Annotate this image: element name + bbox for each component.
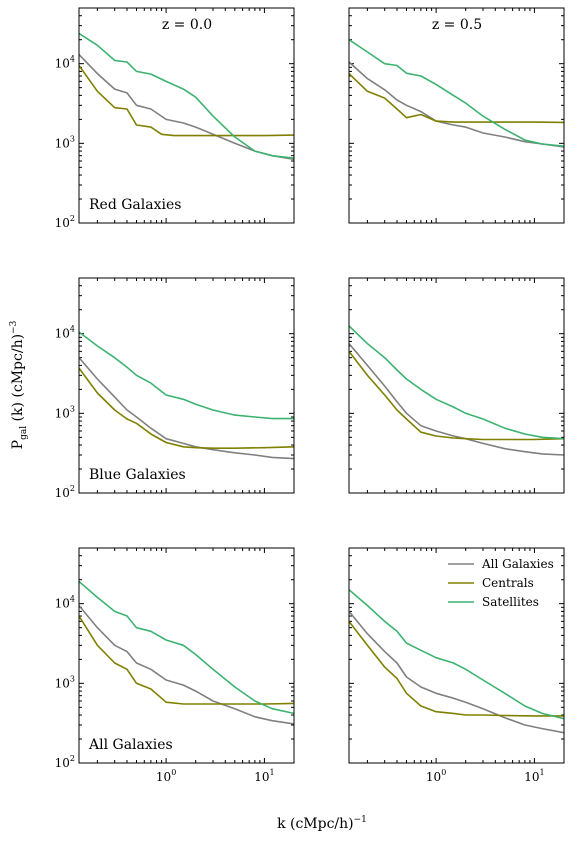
x-tick-label-base: 10: [426, 770, 441, 784]
series-line-all-galaxies: [79, 604, 294, 725]
series-line-satellites: [79, 580, 294, 715]
y-tick-label-base: 10: [55, 57, 70, 71]
y-tick-label: 102: [55, 754, 75, 770]
panel-label: Red Galaxies: [89, 197, 181, 213]
panel-title: z = 0.5: [432, 17, 482, 33]
y-tick-label: 103: [55, 134, 75, 150]
y-tick-label-exponent: 2: [70, 754, 75, 763]
y-tick-label-base: 10: [55, 597, 70, 611]
y-axis-label-exponent: −3: [9, 320, 19, 334]
x-tick-label-exponent: 0: [171, 768, 176, 777]
legend-label: Satellites: [482, 595, 539, 609]
series-line-all-galaxies: [79, 54, 294, 161]
x-axis-label-exponent: −1: [354, 815, 367, 825]
x-tick-label-base: 10: [524, 770, 539, 784]
y-tick-label-exponent: 3: [70, 404, 75, 413]
series-line-all-galaxies: [349, 61, 564, 148]
series-line-centrals: [349, 620, 564, 717]
panel-frame: [78, 277, 295, 494]
y-tick-label-base: 10: [55, 327, 70, 341]
series-line-all-galaxies: [79, 357, 294, 460]
x-tick-label-exponent: 1: [270, 768, 275, 777]
panel-label: All Galaxies: [88, 737, 173, 753]
panel-frame: [348, 547, 565, 764]
y-tick-label-exponent: 2: [70, 484, 75, 493]
x-tick-label: 101: [524, 768, 544, 784]
y-tick-label-exponent: 4: [70, 325, 75, 334]
legend-label: Centrals: [482, 576, 534, 590]
y-tick-label: 102: [55, 484, 75, 500]
panel-frame: [348, 277, 565, 494]
y-tick-label-exponent: 3: [70, 134, 75, 143]
y-tick-label-exponent: 2: [70, 214, 75, 223]
x-axis-label: k (cMpc/h)−1: [277, 815, 367, 832]
x-tick-label-exponent: 1: [540, 768, 545, 777]
y-tick-label-exponent: 4: [70, 55, 75, 64]
y-tick-label-base: 10: [55, 486, 70, 500]
legend-label: All Galaxies: [481, 557, 554, 571]
series-line-centrals: [79, 65, 294, 137]
y-tick-label: 104: [55, 55, 75, 71]
y-tick-label-base: 10: [55, 216, 70, 230]
y-tick-label: 104: [55, 595, 75, 611]
panel-frame: [78, 7, 295, 224]
panel-frame: [78, 547, 295, 764]
y-tick-label-exponent: 3: [70, 674, 75, 683]
series-line-satellites: [79, 331, 294, 420]
x-tick-label-exponent: 0: [441, 768, 446, 777]
y-tick-label: 103: [55, 674, 75, 690]
series-line-satellites: [349, 589, 564, 720]
y-axis-label-rest: (k) (cMpc/h): [10, 334, 26, 426]
series-line-all-galaxies: [349, 610, 564, 734]
series-line-centrals: [349, 73, 564, 124]
series-line-centrals: [79, 367, 294, 449]
series-line-satellites: [79, 32, 294, 159]
y-tick-label-base: 10: [55, 136, 70, 150]
series-line-satellites: [349, 325, 564, 440]
y-tick-label-base: 10: [55, 756, 70, 770]
panel-label: Blue Galaxies: [89, 467, 186, 483]
x-tick-label: 101: [254, 768, 274, 784]
x-tick-label: 100: [156, 768, 176, 784]
x-axis-label-main: k (cMpc/h): [277, 816, 354, 832]
y-tick-label: 104: [55, 325, 75, 341]
y-tick-label-exponent: 4: [70, 595, 75, 604]
y-tick-label-base: 10: [55, 406, 70, 420]
x-tick-label: 100: [426, 768, 446, 784]
y-axis-label-main: P: [10, 440, 26, 449]
y-axis-label: Pgal (k) (cMpc/h)−3: [9, 320, 29, 449]
legend: All Galaxies Centrals Satellites: [448, 557, 554, 609]
series-line-all-galaxies: [349, 343, 564, 456]
panel-r1-c1: [348, 277, 565, 494]
y-tick-label-base: 10: [55, 676, 70, 690]
series-line-centrals: [349, 350, 564, 441]
series-line-centrals: [79, 615, 294, 705]
panel-title: z = 0.0: [162, 17, 212, 33]
panel-frame: [348, 7, 565, 224]
y-axis-label-subscript: gal: [19, 426, 29, 440]
y-tick-label: 102: [55, 214, 75, 230]
y-tick-label: 103: [55, 404, 75, 420]
panel-r0-c1: z = 0.5: [348, 7, 565, 224]
x-tick-label-base: 10: [156, 770, 171, 784]
x-tick-label-base: 10: [254, 770, 269, 784]
series-line-satellites: [349, 39, 564, 147]
